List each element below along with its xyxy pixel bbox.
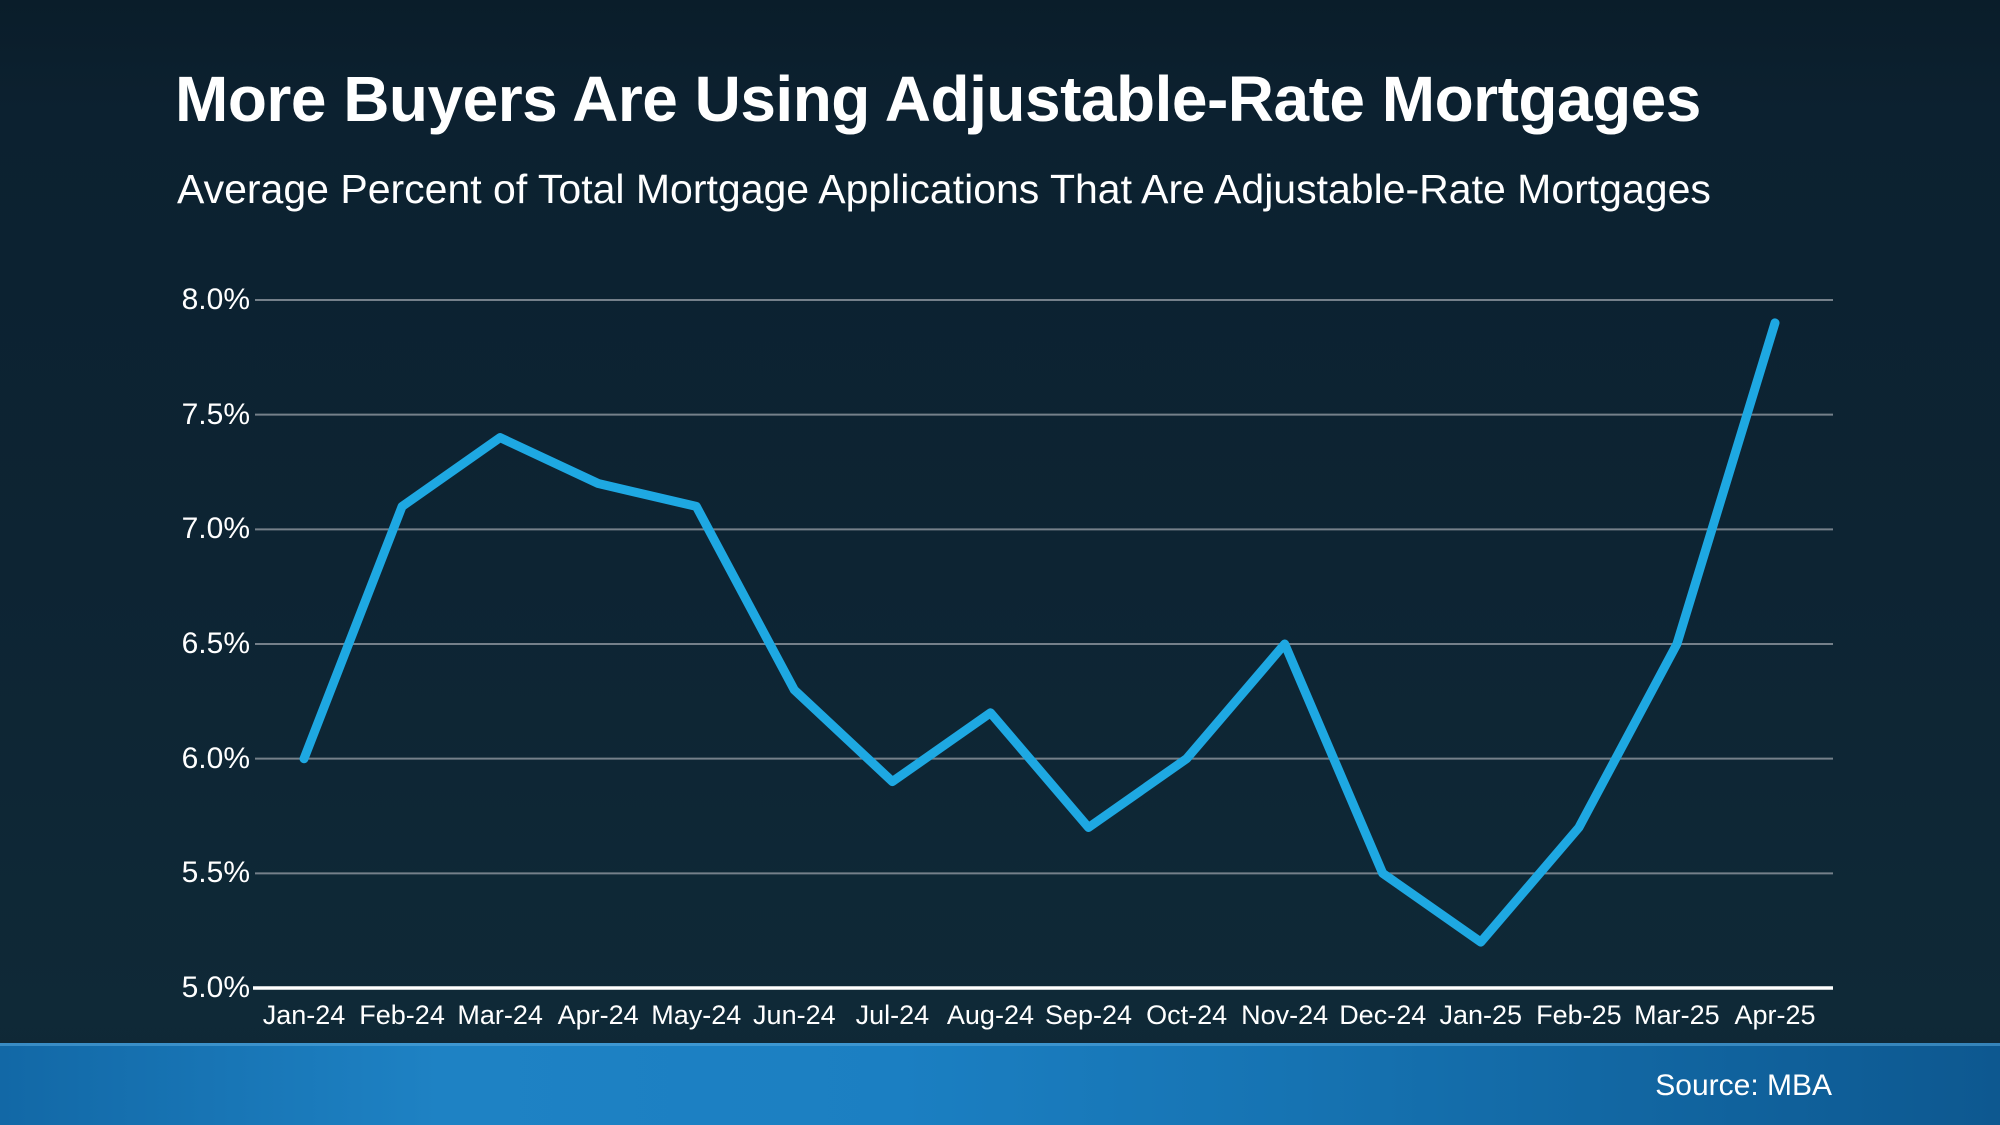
x-tick-label: Nov-24: [1241, 1000, 1329, 1030]
x-tick-label: Apr-24: [557, 1000, 639, 1030]
y-tick-label: 8.0%: [181, 283, 250, 316]
x-tick-label: Oct-24: [1146, 1000, 1228, 1030]
x-tick-label: Mar-25: [1634, 1000, 1720, 1030]
x-tick-label: Jul-24: [855, 1000, 930, 1030]
x-tick-label: Dec-24: [1339, 1000, 1427, 1030]
y-tick-label: 6.0%: [181, 741, 250, 775]
data-line: [299, 318, 1780, 947]
x-tick-label: Feb-25: [1536, 1000, 1622, 1030]
y-tick-label: 7.0%: [181, 512, 250, 546]
x-tick-label: Jan-24: [262, 1000, 346, 1030]
y-tick-label: 5.0%: [181, 971, 250, 1004]
y-tick-label: 5.5%: [181, 856, 250, 890]
x-tick-label: Aug-24: [946, 1000, 1034, 1030]
x-tick-label: Sep-24: [1044, 1000, 1133, 1030]
source-label: Source: MBA: [1655, 1068, 1832, 1102]
footer-bar: Source: MBA: [0, 1043, 2000, 1125]
x-tick-label: Mar-24: [457, 1000, 543, 1030]
x-tick-label: Jan-25: [1439, 1000, 1523, 1030]
chart-subtitle: Average Percent of Total Mortgage Applic…: [177, 166, 1711, 212]
x-tick-label: Jun-24: [753, 1000, 836, 1030]
x-tick-label: Apr-25: [1734, 1000, 1816, 1030]
y-tick-label: 7.5%: [181, 397, 250, 431]
x-tick-label: May-24: [651, 1000, 742, 1030]
x-tick-label: Feb-24: [359, 1000, 445, 1030]
y-tick-label: 6.5%: [181, 627, 250, 660]
chart-title: More Buyers Are Using Adjustable-Rate Mo…: [175, 63, 1701, 135]
